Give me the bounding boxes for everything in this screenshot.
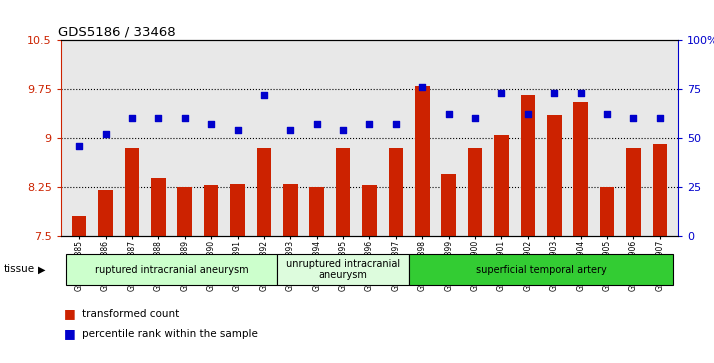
Point [601,111,613,117]
Bar [494,135,508,236]
Point [232,127,243,133]
Text: percentile rank within the sample: percentile rank within the sample [82,329,258,339]
Point [390,121,401,127]
Bar [573,102,588,236]
Text: ruptured intracranial aneurysm: ruptured intracranial aneurysm [95,265,248,274]
Point [153,115,164,121]
Point [179,115,191,121]
Bar [600,187,614,236]
Bar [283,184,298,236]
Bar [204,185,218,236]
Point [654,115,665,121]
Text: transformed count: transformed count [82,309,179,319]
Text: ■: ■ [64,307,76,321]
Bar [151,179,166,236]
Bar [72,216,86,236]
Point [496,90,507,96]
Bar [388,148,403,236]
Text: tissue: tissue [4,264,35,274]
Bar [66,254,277,285]
Point [628,115,639,121]
Bar [178,187,192,236]
Bar [125,148,139,236]
Bar [468,148,483,236]
Point [258,92,270,98]
Point [575,90,586,96]
Bar [626,148,640,236]
Point [100,131,111,137]
Point [126,115,138,121]
Bar [309,187,324,236]
Point [285,127,296,133]
Bar [653,144,667,236]
Bar [362,185,377,236]
Bar [256,148,271,236]
Bar [521,95,535,236]
Point [443,111,454,117]
Point [416,84,428,90]
Bar [415,86,430,236]
Point [206,121,217,127]
Bar [231,184,245,236]
Text: GDS5186 / 33468: GDS5186 / 33468 [58,26,175,39]
Bar [277,254,409,285]
Point [363,121,375,127]
Bar [336,148,351,236]
Text: ■: ■ [64,327,76,340]
Point [338,127,349,133]
Bar [441,174,456,236]
Bar [99,190,113,236]
Text: unruptured intracranial
aneurysm: unruptured intracranial aneurysm [286,259,400,280]
Text: ▶: ▶ [38,264,46,274]
Point [311,121,323,127]
Text: superficial temporal artery: superficial temporal artery [476,265,606,274]
Point [469,115,481,121]
Point [548,90,560,96]
Point [522,111,533,117]
Bar [547,115,561,236]
Point [74,143,85,149]
Bar [409,254,673,285]
